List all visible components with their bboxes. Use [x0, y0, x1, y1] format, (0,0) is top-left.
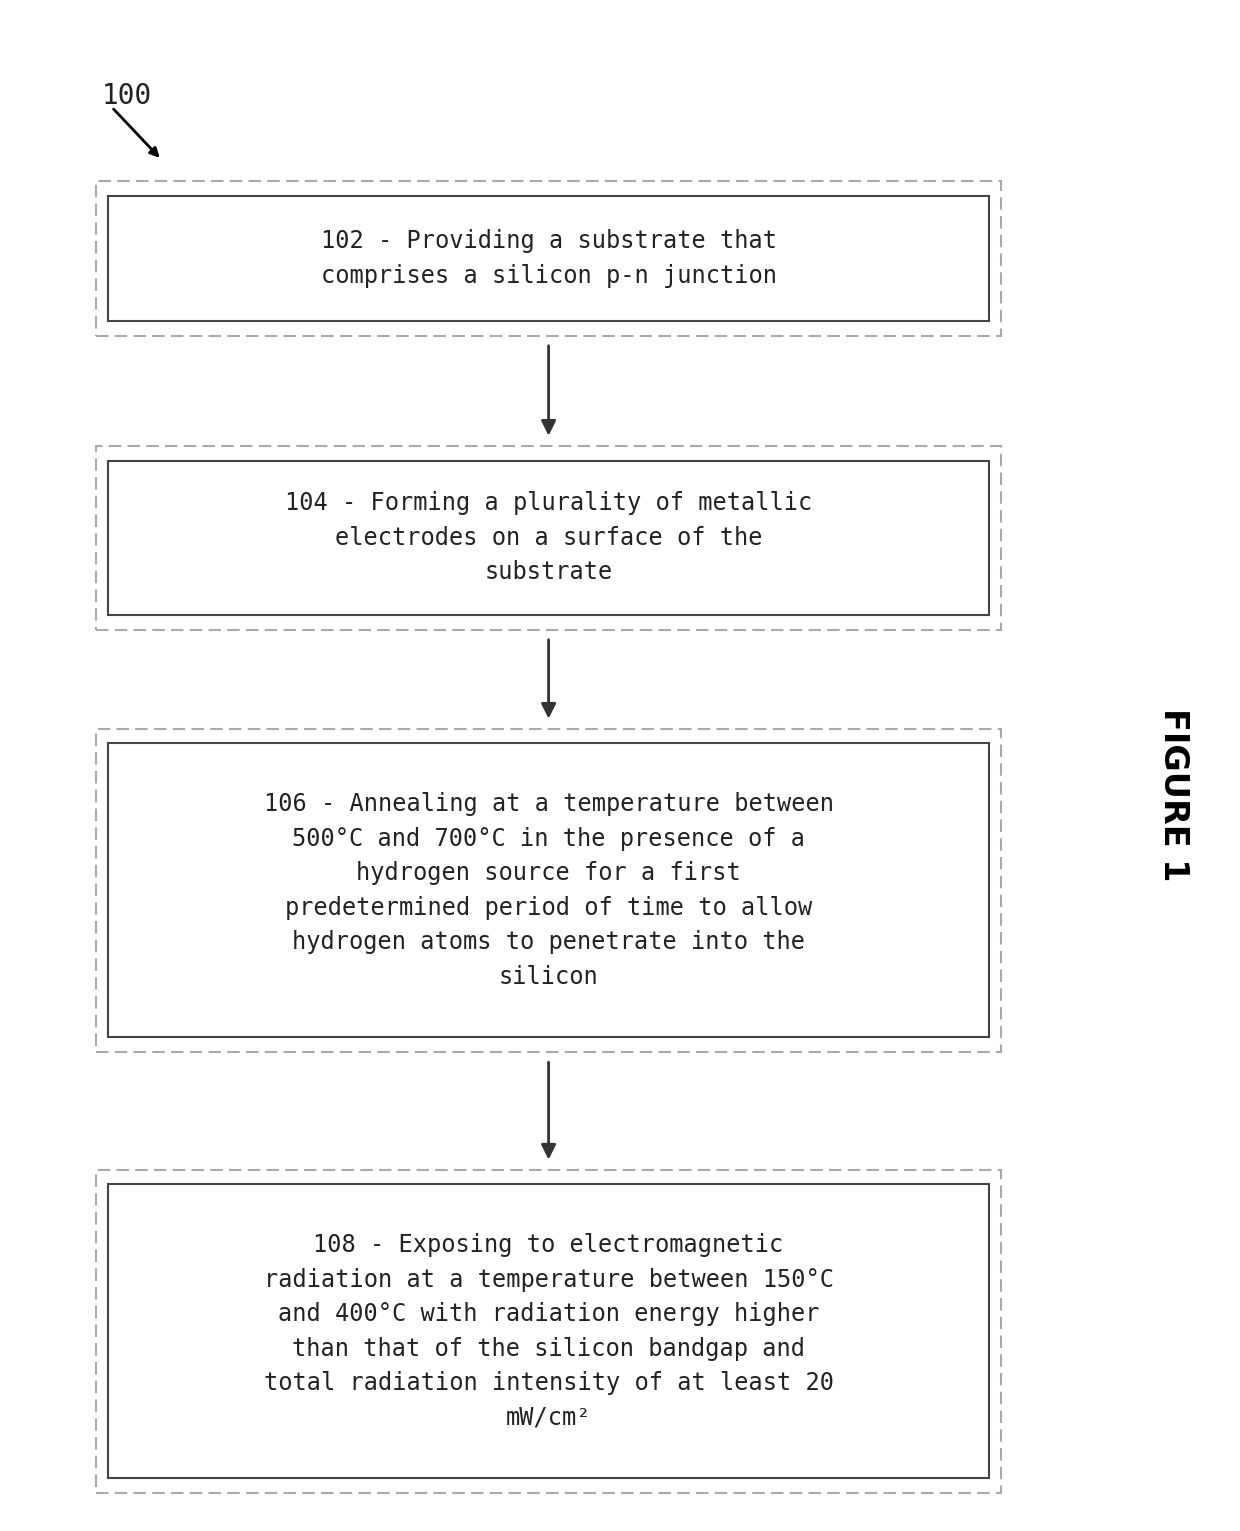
- Text: 100: 100: [102, 83, 153, 110]
- Bar: [108, 461, 990, 615]
- Text: 104 - Forming a plurality of metallic
electrodes on a surface of the
substrate: 104 - Forming a plurality of metallic el…: [285, 491, 812, 585]
- Bar: [97, 446, 1001, 629]
- Bar: [97, 729, 1001, 1052]
- Text: 102 - Providing a substrate that
comprises a silicon p-n junction: 102 - Providing a substrate that compris…: [321, 230, 776, 288]
- Bar: [97, 181, 1001, 335]
- Bar: [108, 744, 990, 1038]
- Bar: [108, 196, 990, 322]
- Text: FIGURE 1: FIGURE 1: [1157, 709, 1190, 882]
- Bar: [97, 1170, 1001, 1493]
- Text: 108 - Exposing to electromagnetic
radiation at a temperature between 150°C
and 4: 108 - Exposing to electromagnetic radiat…: [264, 1234, 833, 1430]
- Bar: [108, 1185, 990, 1479]
- Text: 106 - Annealing at a temperature between
500°C and 700°C in the presence of a
hy: 106 - Annealing at a temperature between…: [264, 793, 833, 989]
